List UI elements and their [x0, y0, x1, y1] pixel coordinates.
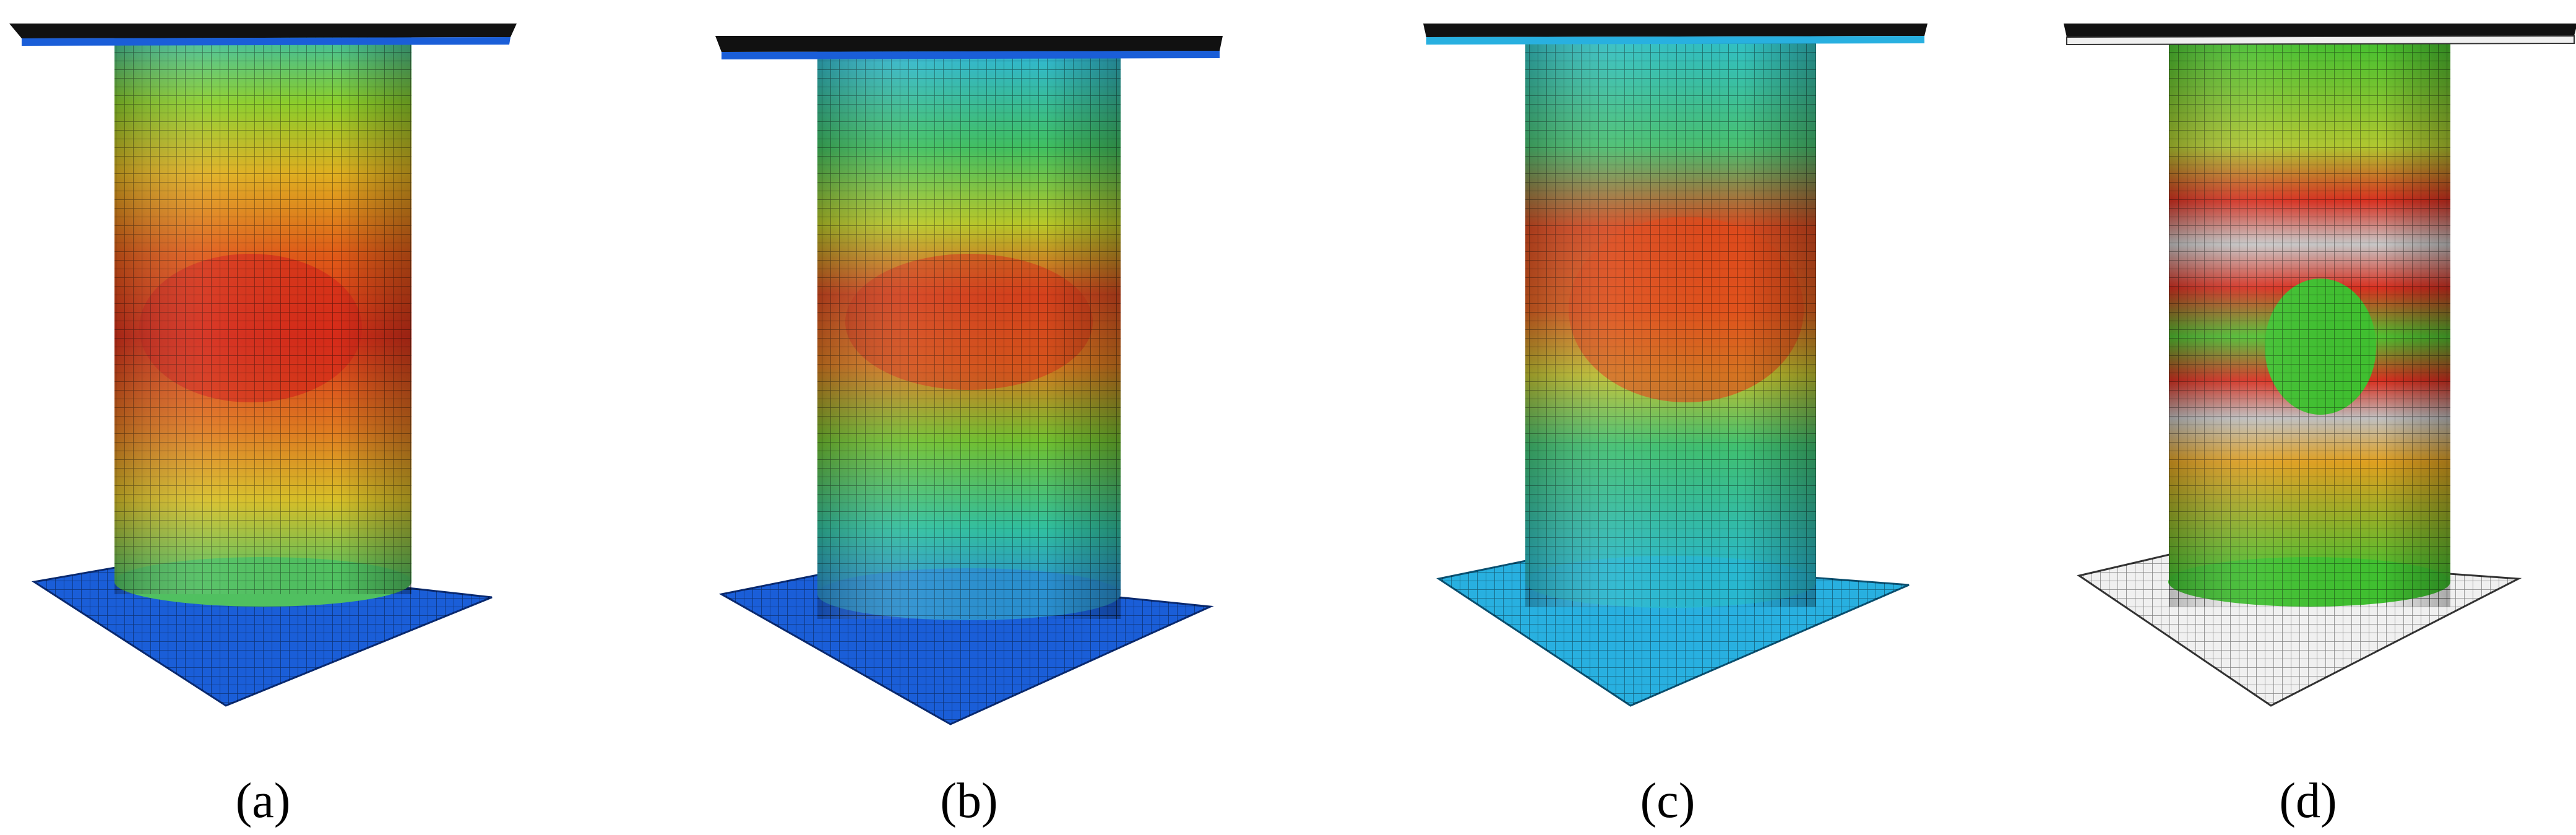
caption: (c)	[1640, 774, 1695, 828]
caption: (a)	[236, 774, 291, 828]
panel	[1423, 24, 1928, 707]
caption: (b)	[940, 774, 997, 828]
panel	[9, 24, 517, 707]
panel	[2064, 24, 2576, 707]
caption: (d)	[2279, 774, 2337, 828]
panel	[715, 36, 1223, 725]
